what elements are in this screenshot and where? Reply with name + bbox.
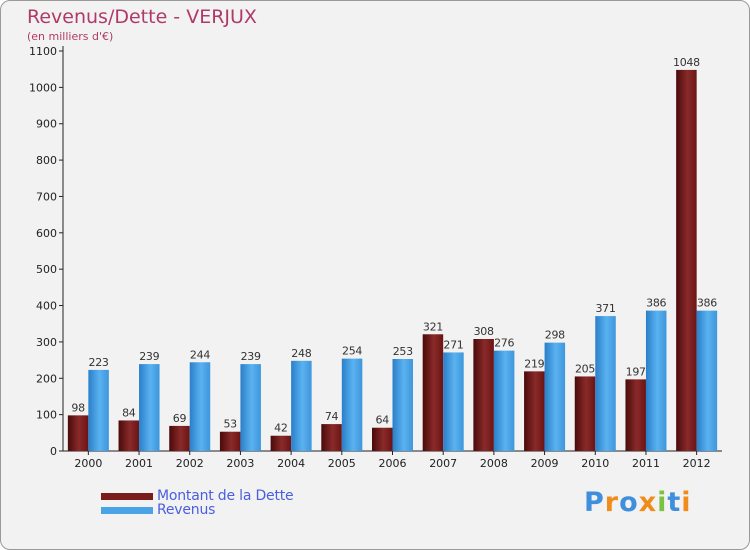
x-tick-label: 2003 bbox=[226, 457, 254, 470]
y-tick-label: 900 bbox=[36, 118, 57, 131]
data-label-revenus: 298 bbox=[545, 329, 565, 342]
bar-dette bbox=[67, 415, 89, 451]
bar-revenus bbox=[493, 350, 515, 451]
data-label-dette: 98 bbox=[71, 401, 85, 414]
y-tick-label: 200 bbox=[36, 372, 57, 385]
bar-dette bbox=[524, 371, 545, 451]
bar-revenus bbox=[443, 352, 464, 451]
x-tick-label: 2008 bbox=[480, 457, 508, 470]
y-tick-label: 400 bbox=[36, 300, 57, 313]
bar-revenus bbox=[392, 359, 413, 451]
bar-revenus bbox=[696, 310, 718, 451]
data-label-revenus: 253 bbox=[393, 345, 413, 358]
bar-dette bbox=[676, 69, 697, 451]
x-tick-label: 2009 bbox=[531, 457, 559, 470]
data-label-revenus: 248 bbox=[291, 347, 311, 360]
bar-revenus bbox=[544, 342, 566, 451]
bar-dette bbox=[321, 424, 342, 451]
data-label-dette: 308 bbox=[474, 325, 494, 338]
x-tick-label: 2010 bbox=[581, 457, 609, 470]
data-label-revenus: 371 bbox=[595, 302, 615, 315]
data-label-dette: 64 bbox=[376, 414, 390, 427]
x-tick-label: 2011 bbox=[632, 457, 660, 470]
y-tick-label: 1100 bbox=[29, 45, 57, 58]
data-label-revenus: 239 bbox=[139, 350, 159, 363]
y-tick-label: 300 bbox=[36, 336, 57, 349]
legend-label-dette: Montant de la Dette bbox=[157, 488, 294, 504]
bar-revenus bbox=[88, 369, 109, 451]
y-tick-label: 0 bbox=[50, 445, 57, 458]
x-tick-label: 2005 bbox=[328, 457, 356, 470]
bar-dette bbox=[574, 376, 596, 451]
legend-swatch-dette bbox=[101, 492, 153, 500]
y-tick-label: 700 bbox=[36, 190, 57, 203]
x-tick-label: 2000 bbox=[74, 457, 102, 470]
data-label-dette: 219 bbox=[524, 357, 544, 370]
x-tick-label: 2007 bbox=[429, 457, 457, 470]
bar-dette bbox=[473, 339, 494, 451]
chart-title: Revenus/Dette - VERJUX bbox=[27, 6, 257, 28]
data-label-dette: 69 bbox=[173, 412, 187, 425]
bar-revenus bbox=[189, 362, 211, 451]
y-tick-label: 800 bbox=[36, 154, 57, 167]
data-label-revenus: 239 bbox=[241, 350, 261, 363]
bar-revenus bbox=[341, 358, 363, 451]
bar-revenus bbox=[645, 310, 667, 451]
data-label-dette: 53 bbox=[223, 418, 237, 431]
bar-revenus bbox=[240, 364, 261, 451]
data-label-dette: 321 bbox=[423, 320, 443, 333]
data-label-dette: 42 bbox=[274, 422, 287, 435]
data-label-revenus: 271 bbox=[443, 338, 463, 351]
data-label-dette: 197 bbox=[626, 365, 646, 378]
data-label-revenus: 254 bbox=[342, 345, 362, 358]
y-tick-label: 100 bbox=[36, 409, 57, 422]
data-label-dette: 1048 bbox=[673, 56, 700, 69]
y-tick-label: 500 bbox=[36, 263, 57, 276]
data-label-dette: 74 bbox=[325, 410, 339, 423]
data-label-revenus: 223 bbox=[89, 356, 109, 369]
chart-subtitle: (en milliers d'€) bbox=[27, 30, 114, 43]
legend-item-revenus: Revenus bbox=[101, 502, 215, 518]
data-label-revenus: 386 bbox=[697, 297, 717, 310]
y-tick-label: 600 bbox=[36, 227, 57, 240]
y-tick-label: 1000 bbox=[29, 81, 57, 94]
data-label-revenus: 386 bbox=[646, 297, 666, 310]
data-label-revenus: 244 bbox=[190, 348, 210, 361]
x-tick-label: 2006 bbox=[379, 457, 407, 470]
bar-revenus bbox=[291, 360, 312, 451]
bar-dette bbox=[625, 379, 646, 451]
bar-dette bbox=[219, 431, 241, 451]
data-label-revenus: 276 bbox=[494, 337, 514, 350]
data-label-dette: 205 bbox=[575, 362, 595, 375]
x-tick-label: 2004 bbox=[277, 457, 305, 470]
x-tick-label: 2001 bbox=[125, 457, 153, 470]
legend-swatch-revenus bbox=[101, 506, 153, 514]
bar-dette bbox=[169, 425, 190, 451]
bar-dette bbox=[270, 435, 292, 451]
legend-item-dette: Montant de la Dette bbox=[101, 488, 294, 504]
bar-revenus bbox=[595, 316, 616, 451]
bar-revenus bbox=[139, 364, 160, 451]
data-label-dette: 84 bbox=[122, 406, 136, 419]
bar-dette bbox=[422, 334, 444, 451]
proxiti-logo: Proxiti bbox=[584, 487, 692, 518]
x-tick-label: 2012 bbox=[683, 457, 711, 470]
bar-dette bbox=[372, 427, 393, 451]
legend-label-revenus: Revenus bbox=[157, 502, 216, 518]
bar-dette bbox=[118, 420, 140, 451]
x-tick-label: 2002 bbox=[176, 457, 204, 470]
